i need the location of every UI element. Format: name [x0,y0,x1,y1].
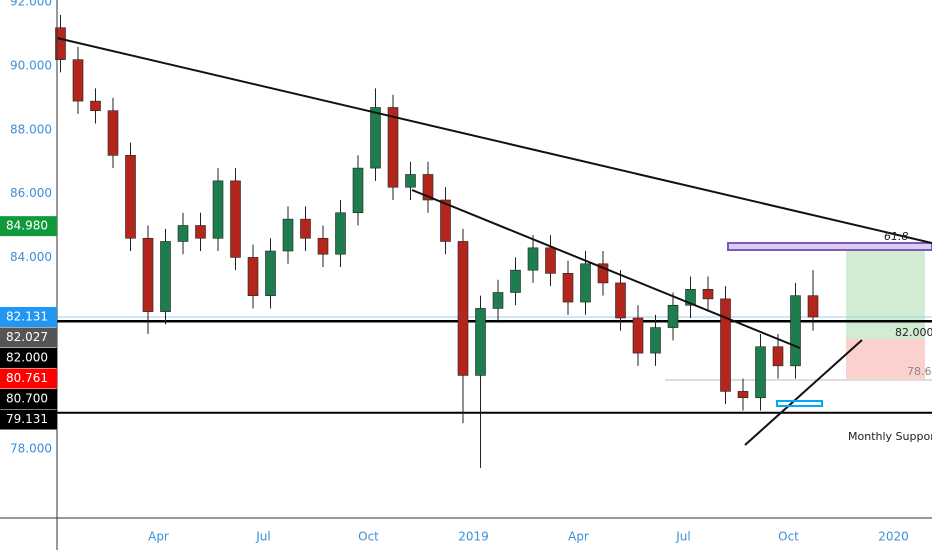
x-tick-label: Jul [675,530,690,544]
candle-body [580,263,591,303]
plot [55,14,932,468]
price-tag [0,348,57,369]
support-box [776,400,823,407]
x-tick-label: Apr [148,530,169,544]
candle-body [282,218,294,252]
candle-body [457,241,469,376]
target-zone [846,250,925,339]
price-tag-label: 80.700 [6,392,48,406]
candle-body [387,107,399,188]
candle-body [597,263,609,284]
candle-body [492,292,504,309]
candle-body [335,212,346,255]
x-tick-label: Oct [358,530,379,544]
candle-body [230,180,241,258]
candle-body [615,282,626,319]
candle-body [440,199,451,242]
candle-body [72,59,84,102]
y-tick-label: 90.000 [10,59,52,73]
candle-body [737,391,749,399]
price-tag [0,389,57,410]
stop-zone [846,339,925,379]
trend-line [411,189,801,349]
candle-body [720,298,731,392]
candle-body [125,155,136,239]
x-tick-label: 2019 [458,530,489,544]
y-tick-label: 84.000 [10,250,52,264]
y-tick-label: 92.000 [10,0,52,9]
candle-body [265,250,276,296]
x-tick-label: Oct [778,530,799,544]
candle-body [755,346,766,399]
candle-body [142,237,154,312]
candle-body [212,180,224,239]
candle-body [510,269,521,293]
price-tag-label: 80.761 [6,371,48,385]
candle-body [370,107,381,169]
x-tick-label: 2020 [878,530,909,544]
candle-body [177,225,189,242]
price-tag-label: 82.027 [6,330,48,344]
candle-body [562,273,574,303]
annotation: Monthly Support [848,430,932,443]
x-tick-label: Jul [255,530,270,544]
trend-line [744,339,863,446]
candle-body [650,327,661,354]
price-tag-label: 82.000 [6,351,48,365]
candle-body [545,247,556,274]
candle-body [807,295,819,318]
price-tag-label: 84.980 [6,219,48,233]
candle-body [790,295,801,367]
price-tag-label: 82.131 [6,310,48,324]
annotation: 61.8 [884,230,909,243]
candle-body [632,317,644,354]
candle-body [685,289,696,306]
candle-body [107,110,119,156]
candle-body [352,167,364,214]
y-tick-label: 78.000 [10,441,52,455]
candle-body [55,27,66,60]
candle-body [405,174,416,188]
price-tag [0,307,57,328]
candle-body [300,218,311,239]
trend-line [56,37,932,244]
x-tick-label: Apr [568,530,589,544]
y-tick-label: 88.000 [10,122,52,136]
price-tag [0,409,57,430]
price-tag [0,216,57,237]
candle-body [422,174,434,201]
candle-body [195,225,206,239]
resistance-box [727,242,932,251]
price-tag-label: 79.131 [6,412,48,426]
y-tick-label: 86.000 [10,186,52,200]
candle-body [667,304,679,328]
candle-body [772,346,784,367]
price-tag [0,327,57,348]
candle-body [527,247,539,271]
candle-body [160,241,171,312]
candle-body [247,257,259,296]
price-tag [0,368,57,389]
candle-body [317,237,329,255]
candle-body [702,289,714,300]
candle-body [475,308,486,376]
candle-body [90,100,101,111]
annotation: 78.6 [907,365,932,378]
annotation: 82.000 [895,326,932,339]
